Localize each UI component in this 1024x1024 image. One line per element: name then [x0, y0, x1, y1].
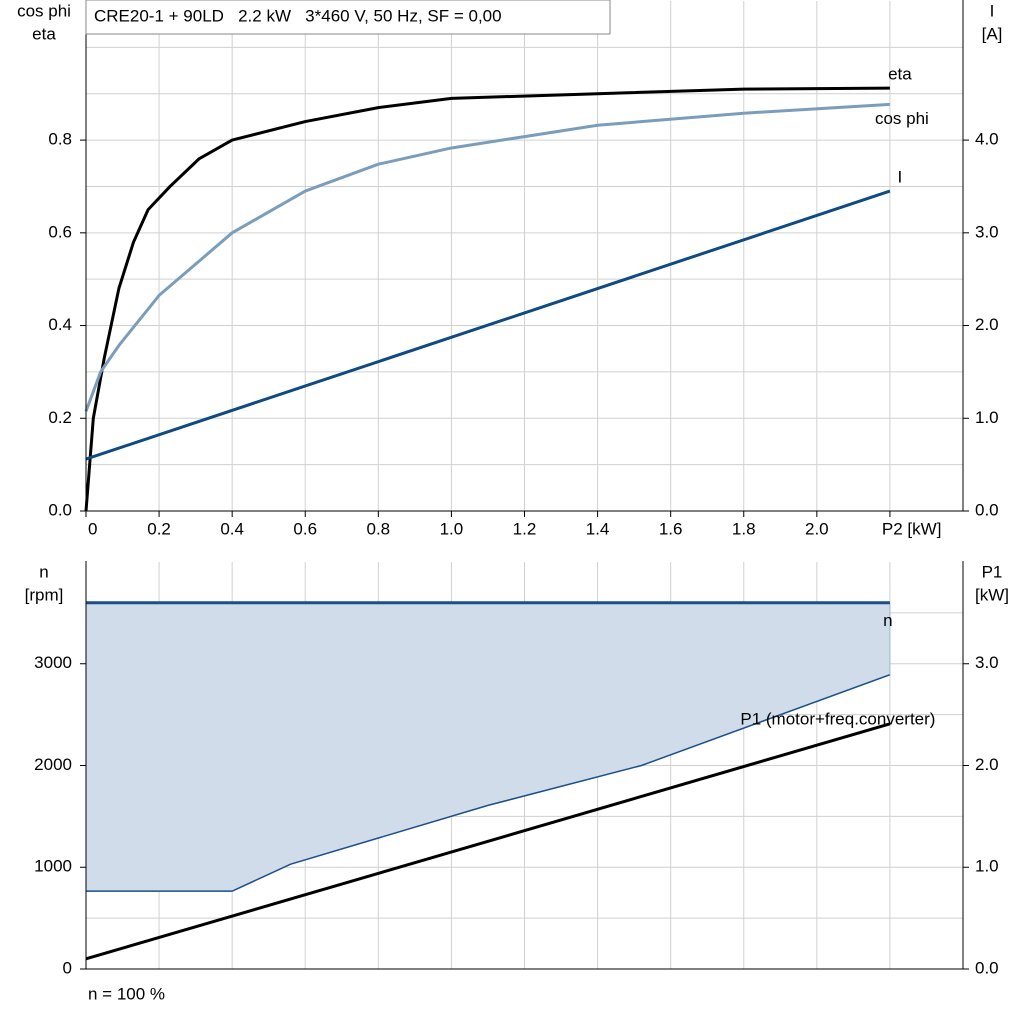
y2-axis-title: [kW] [975, 585, 1009, 604]
x-tick-label: 1.8 [732, 519, 756, 538]
y2-tick-label: 0.0 [975, 500, 999, 519]
x-tick-label: 1.4 [586, 519, 610, 538]
series-label: n [883, 611, 892, 630]
y2-tick-label: 2.0 [975, 755, 999, 774]
x-tick-label: P2 [kW] [882, 519, 942, 538]
y2-tick-label: 0.0 [975, 958, 999, 977]
y-axis-title: cos phi [17, 1, 71, 20]
note: n = 100 % [88, 984, 165, 1003]
y2-axis-title: I [990, 1, 995, 20]
series-label: P1 (motor+freq.converter) [740, 709, 935, 728]
y2-tick-label: 3.0 [975, 222, 999, 241]
x-tick-label: 0.4 [220, 519, 244, 538]
y-tick-label: 0.8 [48, 130, 72, 149]
y2-axis-title: [A] [982, 24, 1003, 43]
series-line [84, 102, 891, 412]
series-label: eta [888, 65, 912, 84]
y-tick-label: 3000 [34, 653, 72, 672]
speed-range-area [86, 602, 890, 892]
x-tick-label: 2.0 [805, 519, 829, 538]
speed-range-lower-line [86, 674, 891, 892]
series-line [85, 189, 891, 461]
series-line [84, 86, 890, 512]
y2-axis-title: P1 [982, 562, 1003, 581]
series-line [85, 722, 891, 961]
y-tick-label: 0.2 [48, 408, 72, 427]
y2-tick-label: 1.0 [975, 857, 999, 876]
y-axis-title: [rpm] [25, 585, 64, 604]
x-tick-label: 1.2 [513, 519, 537, 538]
y-tick-label: 2000 [34, 755, 72, 774]
y2-tick-label: 2.0 [975, 315, 999, 334]
x-tick-label: 0.8 [367, 519, 391, 538]
y-tick-label: 0.6 [48, 222, 72, 241]
y-tick-label: 0.0 [48, 500, 72, 519]
y2-tick-label: 1.0 [975, 408, 999, 427]
y-tick-label: 1000 [34, 857, 72, 876]
x-tick-label: 0.6 [293, 519, 317, 538]
y-tick-label: 0 [63, 958, 72, 977]
y2-tick-label: 4.0 [975, 130, 999, 149]
x-tick-label: 0.2 [147, 519, 171, 538]
y-axis-title: n [39, 562, 48, 581]
x-tick-label: 1.0 [440, 519, 464, 538]
title-box [85, 0, 611, 35]
x-tick-label: 1.6 [659, 519, 683, 538]
series-label: I [898, 168, 903, 187]
y2-tick-label: 3.0 [975, 653, 999, 672]
x-tick-label: 0 [88, 519, 97, 538]
chart-title: CRE20-1 + 90LD 2.2 kW 3*460 V, 50 Hz, SF… [94, 6, 502, 25]
y-tick-label: 0.4 [48, 315, 72, 334]
y-axis-title: eta [32, 24, 56, 43]
series-label: cos phi [875, 109, 929, 128]
